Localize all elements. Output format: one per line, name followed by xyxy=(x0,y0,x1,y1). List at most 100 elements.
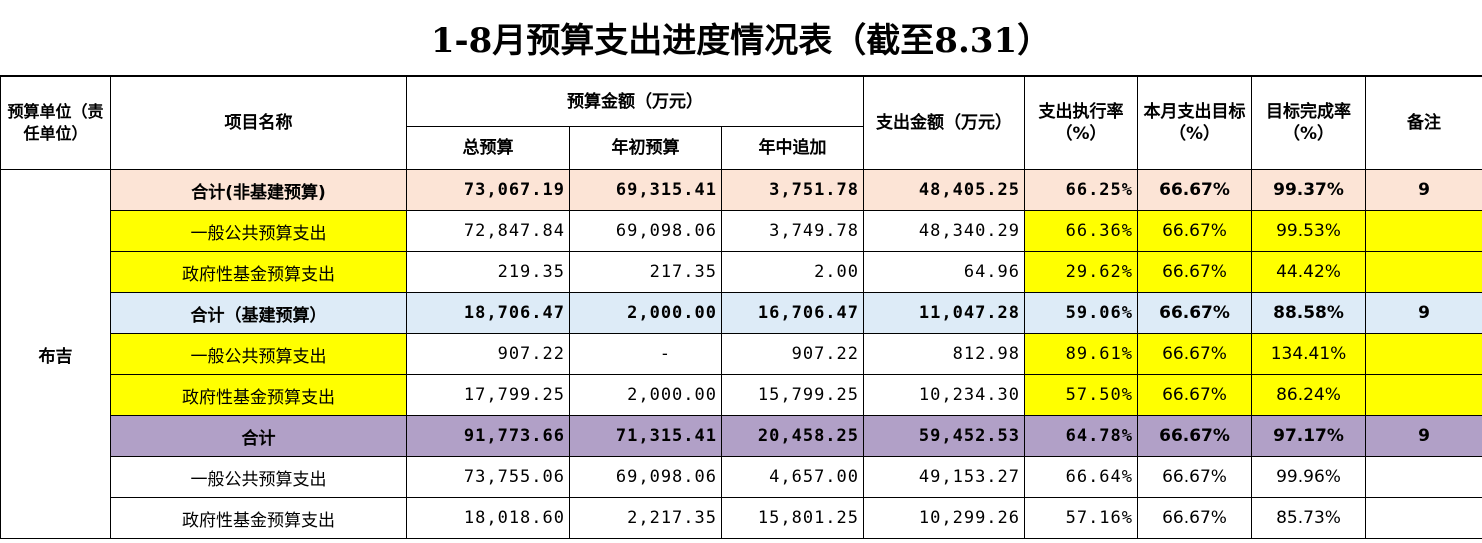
table-row: 一般公共预算支出 72,847.84 69,098.06 3,749.78 48… xyxy=(1,210,1482,252)
initial-budget-cell: 2,217.35 xyxy=(569,497,722,539)
expenditure-cell: 48,340.29 xyxy=(863,210,1026,252)
month-target-cell: 66.67% xyxy=(1137,456,1253,498)
month-target-cell: 66.67% xyxy=(1137,415,1253,457)
total-budget-cell: 219.35 xyxy=(406,251,570,293)
month-target-cell: 66.67% xyxy=(1137,374,1253,416)
completion-rate-cell: 44.42% xyxy=(1251,251,1367,293)
mid-year-add-cell: 2.00 xyxy=(720,251,865,293)
table-row: 合计（基建预算） 18,706.47 2,000.00 16,706.47 11… xyxy=(1,292,1482,334)
total-budget-cell: 17,799.25 xyxy=(406,374,570,416)
mid-year-add-cell: 3,751.78 xyxy=(720,169,865,211)
exec-rate-cell: 57.16% xyxy=(1024,497,1139,539)
note-cell xyxy=(1365,333,1482,375)
initial-budget-cell: 217.35 xyxy=(569,251,722,293)
initial-budget-cell: 69,098.06 xyxy=(569,210,722,252)
exec-rate-cell: 64.78% xyxy=(1024,415,1139,457)
mid-year-add-cell: 20,458.25 xyxy=(720,415,865,457)
completion-rate-cell: 85.73% xyxy=(1251,497,1367,539)
expenditure-cell: 10,299.26 xyxy=(863,497,1026,539)
project-name-cell: 政府性基金预算支出 xyxy=(110,374,407,416)
expenditure-cell: 10,234.30 xyxy=(863,374,1026,416)
header-project: 项目名称 xyxy=(110,76,407,170)
header-row-2: 总预算 年初预算 年中追加 xyxy=(1,126,1482,170)
month-target-cell: 66.67% xyxy=(1137,169,1253,211)
note-cell xyxy=(1365,456,1482,498)
note-cell: 9 xyxy=(1365,169,1482,211)
header-mid-year-add: 年中追加 xyxy=(720,126,865,170)
completion-rate-cell: 97.17% xyxy=(1251,415,1367,457)
header-completion-rate: 目标完成率（%） xyxy=(1251,76,1367,170)
table-row: 一般公共预算支出 73,755.06 69,098.06 4,657.00 49… xyxy=(1,456,1482,498)
completion-rate-cell: 99.53% xyxy=(1251,210,1367,252)
note-cell xyxy=(1365,374,1482,416)
exec-rate-cell: 66.25% xyxy=(1024,169,1139,211)
total-budget-cell: 18,706.47 xyxy=(406,292,570,334)
header-expenditure: 支出金额（万元） xyxy=(863,76,1026,170)
project-name-cell: 合计（基建预算） xyxy=(110,292,407,334)
table-title: 1-8月预算支出进度情况表（截至8.31） xyxy=(0,0,1482,76)
total-budget-cell: 72,847.84 xyxy=(406,210,570,252)
note-cell xyxy=(1365,251,1482,293)
mid-year-add-cell: 4,657.00 xyxy=(720,456,865,498)
header-month-target: 本月支出目标（%） xyxy=(1137,76,1253,170)
total-budget-cell: 73,067.19 xyxy=(406,169,570,211)
unit-cell: 布吉 xyxy=(0,169,111,539)
exec-rate-cell: 66.64% xyxy=(1024,456,1139,498)
initial-budget-cell: 2,000.00 xyxy=(569,374,722,416)
table-row: 政府性基金预算支出 17,799.25 2,000.00 15,799.25 1… xyxy=(1,374,1482,416)
completion-rate-cell: 86.24% xyxy=(1251,374,1367,416)
month-target-cell: 66.67% xyxy=(1137,210,1253,252)
month-target-cell: 66.67% xyxy=(1137,497,1253,539)
expenditure-cell: 11,047.28 xyxy=(863,292,1026,334)
mid-year-add-cell: 907.22 xyxy=(720,333,865,375)
initial-budget-cell: 69,315.41 xyxy=(569,169,722,211)
table-row: 政府性基金预算支出 18,018.60 2,217.35 15,801.25 1… xyxy=(1,497,1482,539)
header-exec-rate: 支出执行率（%） xyxy=(1024,76,1139,170)
exec-rate-cell: 57.50% xyxy=(1024,374,1139,416)
header-row-1: 预算单位（责任单位） 项目名称 预算金额（万元） 支出金额（万元） 支出执行率（… xyxy=(0,76,1482,170)
exec-rate-cell: 66.36% xyxy=(1024,210,1139,252)
initial-budget-cell: 2,000.00 xyxy=(569,292,722,334)
mid-year-add-cell: 3,749.78 xyxy=(720,210,865,252)
exec-rate-cell: 29.62% xyxy=(1024,251,1139,293)
table-row: 政府性基金预算支出 219.35 217.35 2.00 64.96 29.62… xyxy=(1,251,1482,293)
header-note: 备注 xyxy=(1365,76,1482,170)
month-target-cell: 66.67% xyxy=(1137,251,1253,293)
project-name-cell: 一般公共预算支出 xyxy=(110,333,407,375)
completion-rate-cell: 99.37% xyxy=(1251,169,1367,211)
project-name-cell: 政府性基金预算支出 xyxy=(110,251,407,293)
expenditure-cell: 59,452.53 xyxy=(863,415,1026,457)
exec-rate-cell: 59.06% xyxy=(1024,292,1139,334)
project-name-cell: 合计 xyxy=(110,415,407,457)
exec-rate-cell: 89.61% xyxy=(1024,333,1139,375)
budget-table: 预算单位（责任单位） 项目名称 预算金额（万元） 支出金额（万元） 支出执行率（… xyxy=(0,76,1482,539)
expenditure-cell: 49,153.27 xyxy=(863,456,1026,498)
header-budget-group: 预算金额（万元） xyxy=(405,76,865,127)
header-total-budget: 总预算 xyxy=(406,126,570,170)
mid-year-add-cell: 15,801.25 xyxy=(720,497,865,539)
initial-budget-cell: - xyxy=(569,333,722,375)
completion-rate-cell: 88.58% xyxy=(1251,292,1367,334)
total-budget-cell: 73,755.06 xyxy=(406,456,570,498)
project-name-cell: 一般公共预算支出 xyxy=(110,456,407,498)
table-row: 布吉 合计(非基建预算) 73,067.19 69,315.41 3,751.7… xyxy=(0,169,1482,539)
note-cell: 9 xyxy=(1365,292,1482,334)
mid-year-add-cell: 16,706.47 xyxy=(720,292,865,334)
header-initial-budget: 年初预算 xyxy=(569,126,722,170)
expenditure-cell: 812.98 xyxy=(863,333,1026,375)
note-cell xyxy=(1365,497,1482,539)
initial-budget-cell: 69,098.06 xyxy=(569,456,722,498)
month-target-cell: 66.67% xyxy=(1137,292,1253,334)
project-name-cell: 政府性基金预算支出 xyxy=(110,497,407,539)
table-row: 一般公共预算支出 907.22 - 907.22 812.98 89.61% 6… xyxy=(1,333,1482,375)
completion-rate-cell: 99.96% xyxy=(1251,456,1367,498)
header-unit: 预算单位（责任单位） xyxy=(0,76,111,170)
initial-budget-cell: 71,315.41 xyxy=(569,415,722,457)
project-name-cell: 一般公共预算支出 xyxy=(110,210,407,252)
total-budget-cell: 18,018.60 xyxy=(406,497,570,539)
table-row: 合计 91,773.66 71,315.41 20,458.25 59,452.… xyxy=(1,415,1482,457)
expenditure-cell: 48,405.25 xyxy=(863,169,1026,211)
note-cell xyxy=(1365,210,1482,252)
total-budget-cell: 91,773.66 xyxy=(406,415,570,457)
